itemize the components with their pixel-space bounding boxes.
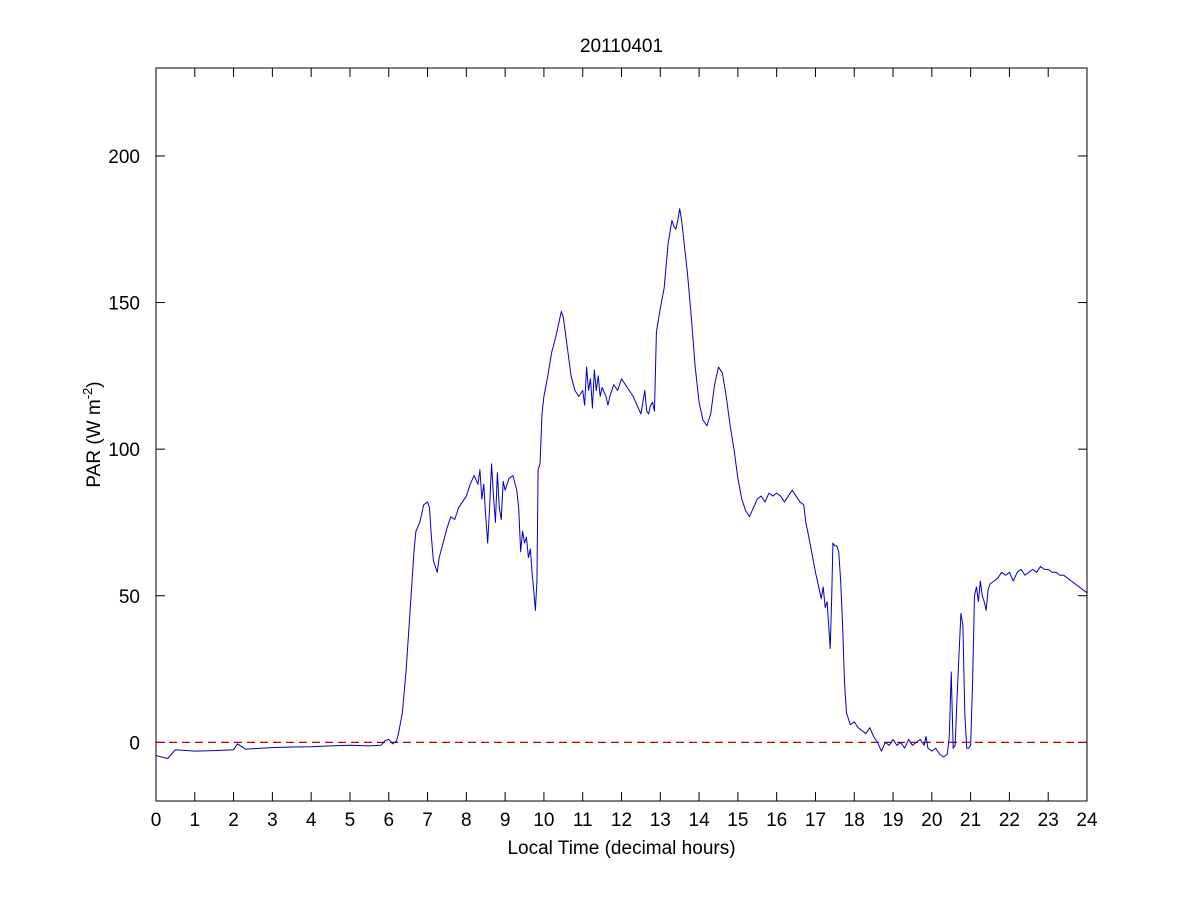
x-tick-label: 23 [1038,810,1059,831]
x-tick-label: 22 [999,810,1020,831]
x-tick-label: 9 [500,810,511,831]
x-tick-label: 14 [689,810,711,831]
y-tick-label: 200 [108,147,140,168]
x-tick-label: 15 [727,810,748,831]
x-tick-label: 8 [461,810,472,831]
x-tick-label: 12 [611,810,632,831]
par-series-line [155,208,1088,759]
x-tick-label: 13 [650,810,671,831]
y-tick-label: 50 [119,587,140,608]
y-axis-label-base: PAR (W m [84,399,105,487]
series-layer [155,208,1088,759]
x-axis-label: Local Time (decimal hours) [507,838,735,859]
y-axis-label-superscript: -2 [80,388,95,400]
x-tick-label: 24 [1076,810,1098,831]
y-axis-label-tail: ) [84,381,105,387]
chart-title: 20110401 [580,36,663,57]
x-tick-label: 17 [805,810,826,831]
y-tick-label: 150 [108,294,140,315]
x-tick-label: 4 [306,810,317,831]
x-tick-label: 11 [573,810,593,831]
x-tick-label: 18 [844,810,865,831]
x-tick-label: 6 [383,810,394,831]
x-tick-label: 16 [766,810,787,831]
x-tick-label: 2 [228,810,239,831]
x-tick-label: 5 [345,810,356,831]
x-tick-label: 19 [882,810,903,831]
y-axis-label: PAR (W m-2) [80,381,105,487]
axes-frame [155,67,1088,802]
plot-area [156,68,1087,801]
x-tick-label: 20 [921,810,942,831]
ticks-layer: 0 1 2 3 4 5 6 7 8 9 10 11 12 13 14 15 16 17 18 19 20 21 22 23 24… [108,68,1098,831]
y-tick-label: 100 [108,440,140,461]
x-tick-label: 1 [190,810,201,831]
x-tick-label: 0 [151,810,162,831]
y-tick-label: 0 [129,733,140,754]
x-tick-label: 7 [422,810,433,831]
x-tick-label: 10 [533,810,554,831]
x-tick-label: 3 [267,810,278,831]
x-tick-label: 21 [960,810,981,831]
